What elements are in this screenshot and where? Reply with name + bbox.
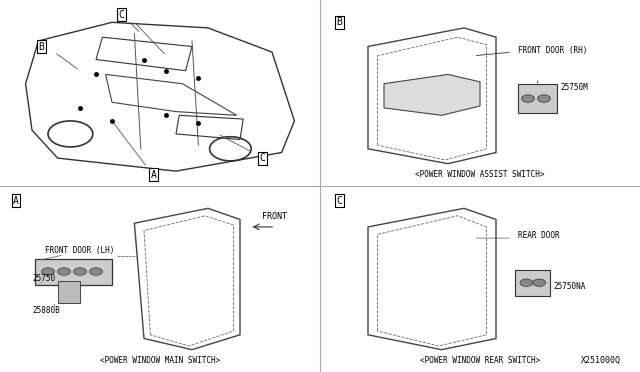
FancyBboxPatch shape xyxy=(35,259,112,285)
Circle shape xyxy=(90,268,102,275)
Polygon shape xyxy=(384,74,480,115)
Text: <POWER WINDOW ASSIST SWITCH>: <POWER WINDOW ASSIST SWITCH> xyxy=(415,170,545,179)
Circle shape xyxy=(533,279,545,286)
Text: FRONT DOOR (RH): FRONT DOOR (RH) xyxy=(518,46,588,55)
Text: <POWER WINDOW MAIN SWITCH>: <POWER WINDOW MAIN SWITCH> xyxy=(100,356,220,365)
Text: A: A xyxy=(13,196,19,206)
Text: 25880B: 25880B xyxy=(32,306,60,315)
Circle shape xyxy=(520,279,532,286)
Circle shape xyxy=(74,268,86,275)
Text: C: C xyxy=(259,153,266,163)
Text: 25750NA: 25750NA xyxy=(554,282,586,291)
Text: REAR DOOR: REAR DOOR xyxy=(518,231,560,240)
FancyBboxPatch shape xyxy=(515,270,550,296)
Circle shape xyxy=(58,268,70,275)
Circle shape xyxy=(42,268,54,275)
Text: B: B xyxy=(336,17,342,27)
Text: <POWER WINDOW REAR SWITCH>: <POWER WINDOW REAR SWITCH> xyxy=(420,356,540,365)
Text: X251000Q: X251000Q xyxy=(581,356,621,365)
FancyBboxPatch shape xyxy=(58,281,80,303)
Text: C: C xyxy=(118,10,125,20)
Circle shape xyxy=(538,95,550,102)
Text: 25750M: 25750M xyxy=(560,83,588,92)
Text: A: A xyxy=(150,170,157,180)
Text: B: B xyxy=(38,42,45,51)
FancyBboxPatch shape xyxy=(518,84,557,113)
Text: FRONT DOOR (LH): FRONT DOOR (LH) xyxy=(45,246,114,255)
Text: C: C xyxy=(336,196,342,206)
Text: FRONT: FRONT xyxy=(262,212,287,221)
Circle shape xyxy=(522,95,534,102)
Text: 25750: 25750 xyxy=(32,274,55,283)
